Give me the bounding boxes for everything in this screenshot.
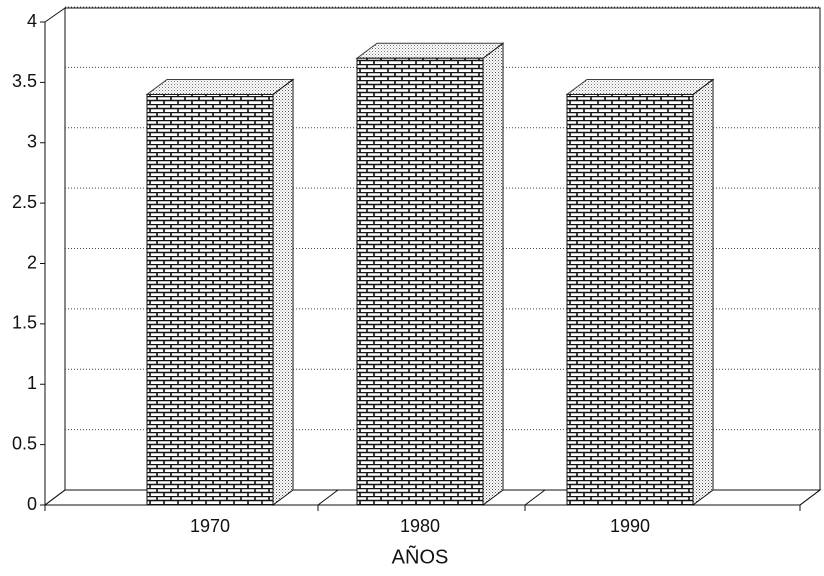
y-tick-label: 0.5 [12,433,37,453]
y-tick-label: 2.5 [12,192,37,212]
floor-divider [44,489,66,506]
bar-top [145,78,295,95]
bar-side [692,78,714,506]
floor-divider [317,489,339,506]
bar-side [272,78,294,506]
bar-top [565,78,715,95]
x-axis-label: AÑOS [392,544,449,568]
bar [566,93,694,506]
x-tick-label: 1970 [190,516,230,536]
bar-side [482,42,504,506]
x-tick-label: 1980 [400,516,440,536]
y-tick-label: 1.5 [12,313,37,333]
floor-divider [524,489,546,506]
bar [356,57,484,506]
y-tick-label: 3.5 [12,71,37,91]
y-tick-label: 0 [27,494,37,514]
y-tick-label: 1 [27,373,37,393]
x-tick-label: 1990 [610,516,650,536]
floor-divider [799,489,821,506]
y-tick-label: 2 [27,252,37,272]
y-tick-label: 4 [27,11,37,31]
bar-top [355,42,505,59]
bar [146,93,274,506]
y-tick-label: 3 [27,132,37,152]
